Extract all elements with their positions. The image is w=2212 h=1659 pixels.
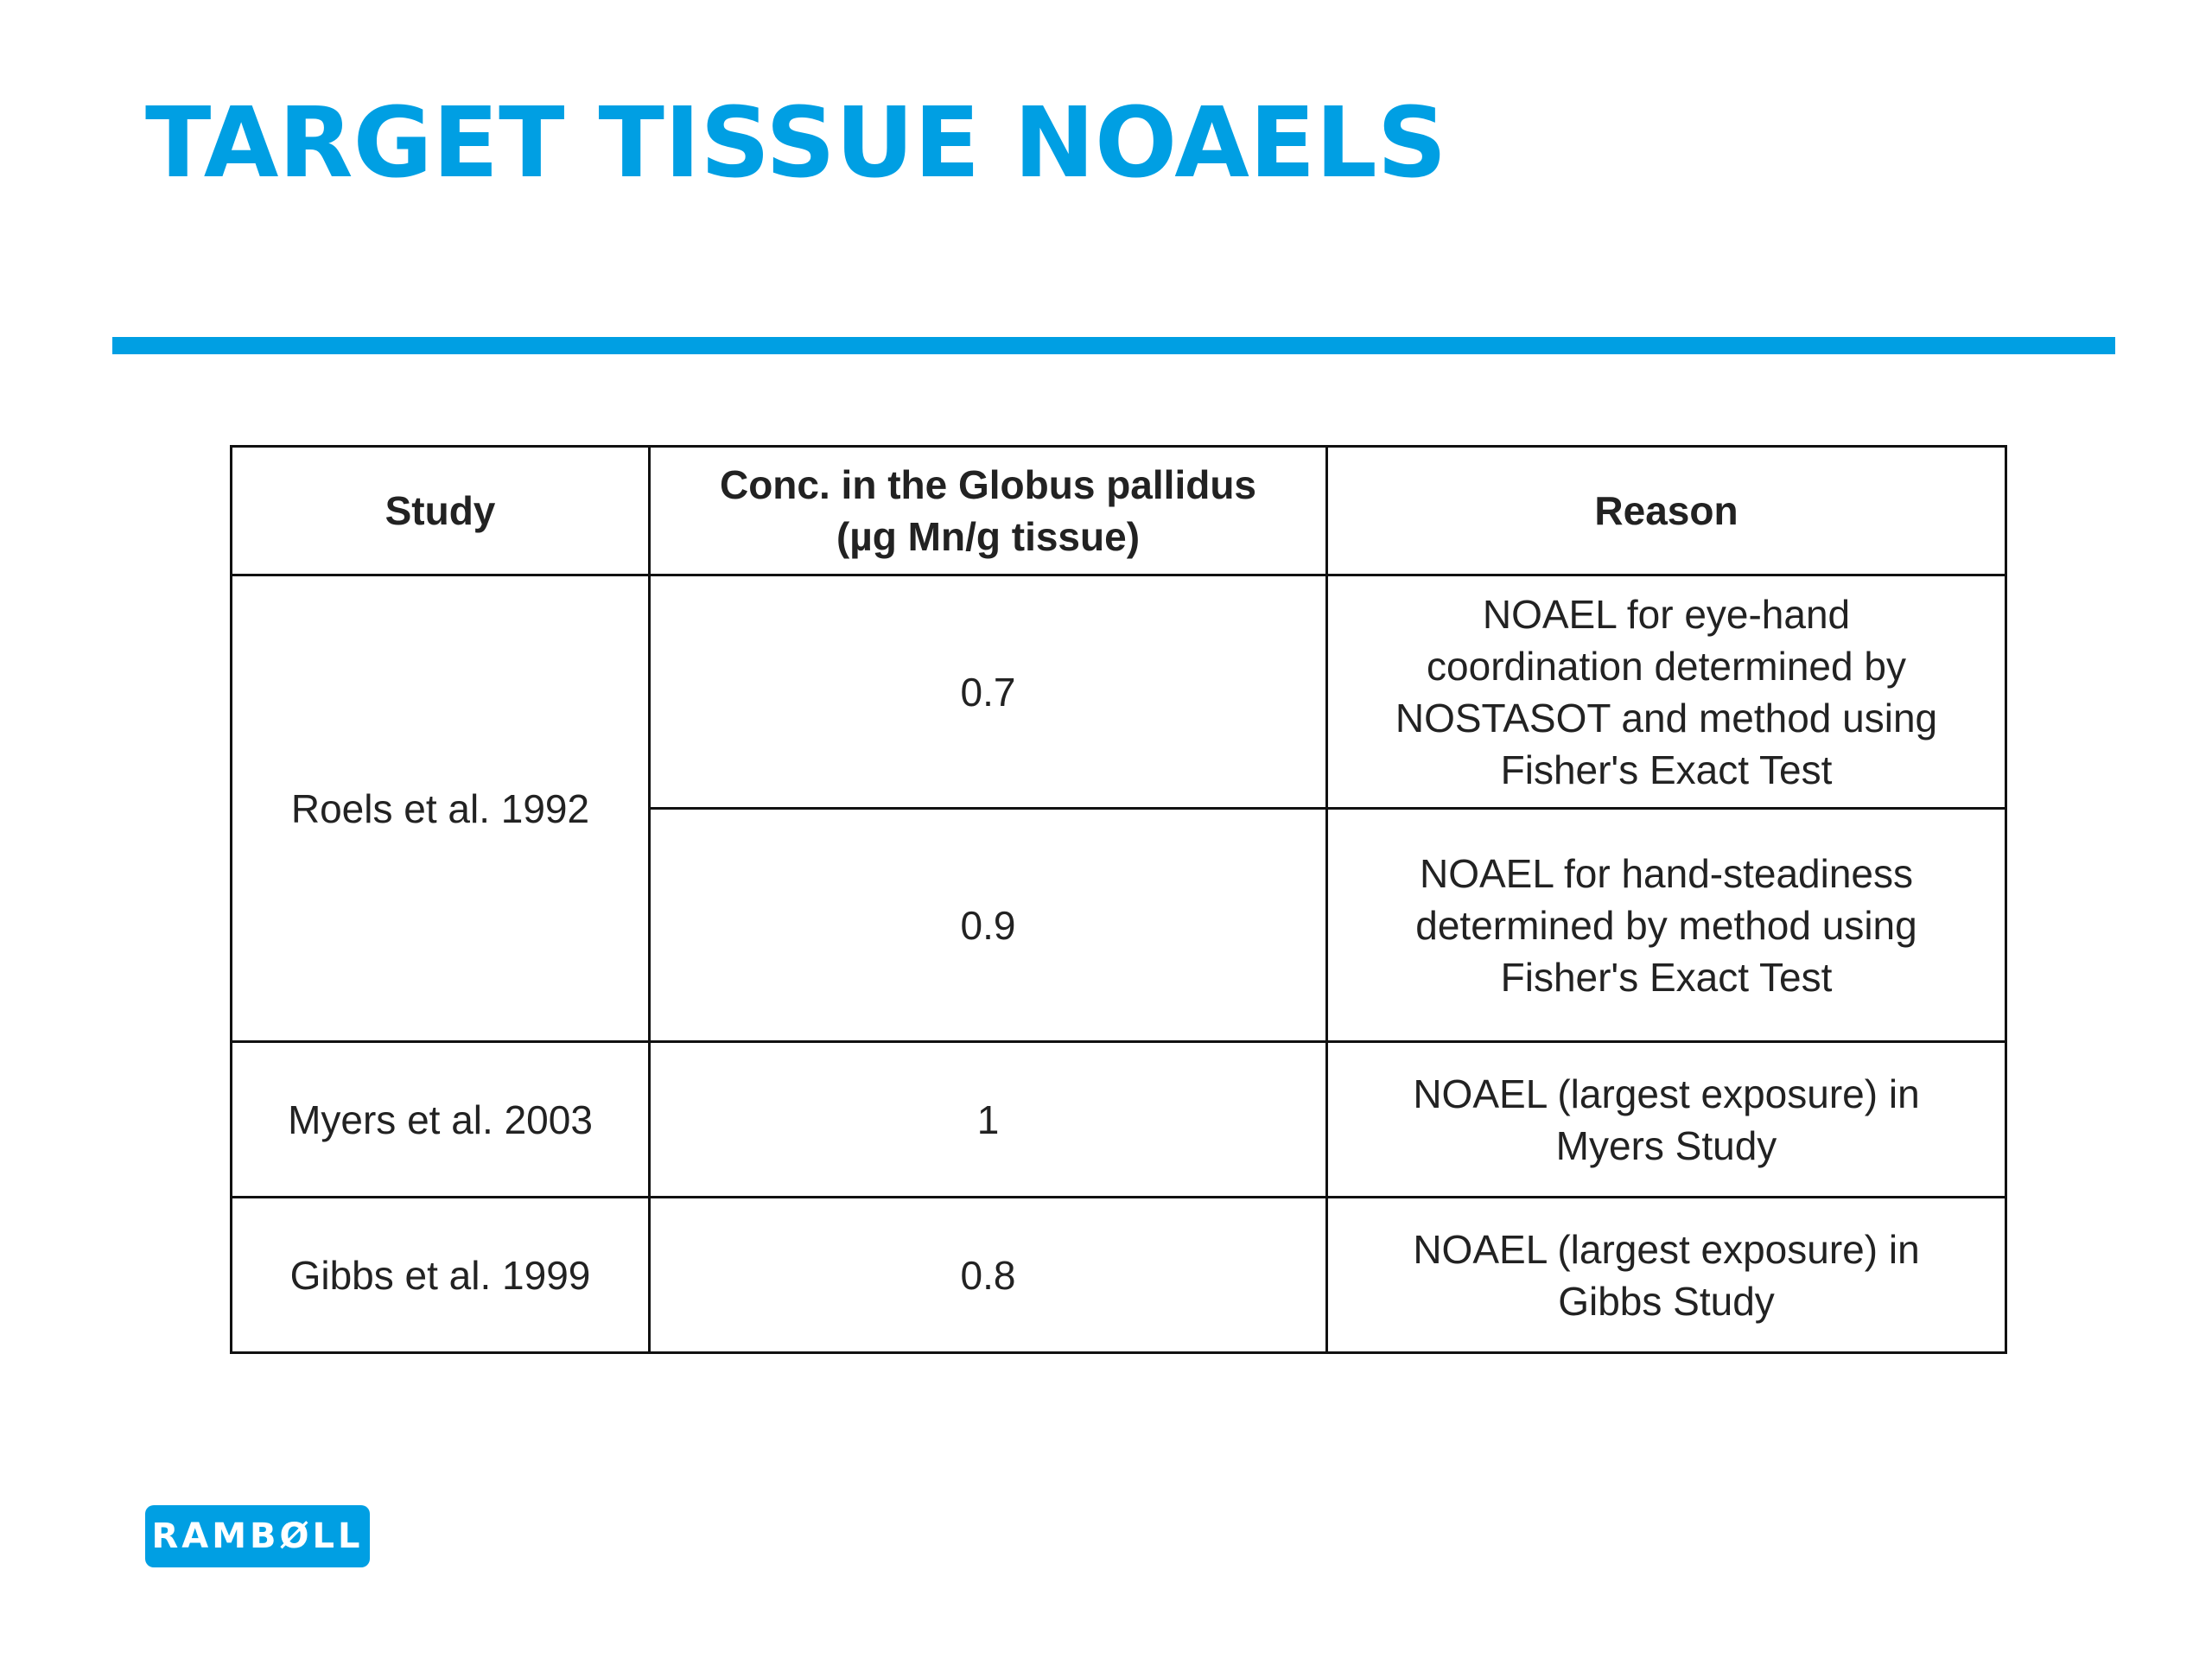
table-row: Gibbs et al. 1999 0.8 NOAEL (largest exp… <box>230 1196 2007 1354</box>
table-row: 0.9 NOAEL for hand-steadiness determined… <box>232 807 2007 1043</box>
slide-title: TARGET TISSUE NOAELS <box>145 87 1447 200</box>
reason-cell: NOAEL (largest exposure) in Myers Study <box>1325 1040 2007 1198</box>
header-reason: Reason <box>1325 445 2007 576</box>
header-concentration: Conc. in the Globus pallidus (µg Mn/g ti… <box>648 445 1328 576</box>
header-study: Study <box>230 445 651 576</box>
reason-line: NOSTASOT and method using <box>1395 695 1938 741</box>
reason-line: Myers Study <box>1555 1122 1777 1168</box>
logo-text: RAMBØLL <box>151 1516 364 1556</box>
reason-line: Fisher's Exact Test <box>1500 954 1833 1000</box>
reason-line: coordination determined by <box>1427 643 1906 689</box>
header-concentration-line: Conc. in the Globus pallidus <box>719 462 1257 507</box>
reason-cell: NOAEL for hand-steadiness determined by … <box>1325 807 2007 1043</box>
header-concentration-unit: (µg Mn/g tissue) <box>836 514 1141 559</box>
reason-line: NOAEL (largest exposure) in <box>1413 1226 1920 1272</box>
concentration-cell: 0.9 <box>648 807 1328 1043</box>
reason-line: Fisher's Exact Test <box>1500 747 1833 792</box>
reason-line: NOAEL (largest exposure) in <box>1413 1071 1920 1116</box>
ramboll-logo: RAMBØLL <box>145 1505 370 1567</box>
reason-line: NOAEL for hand-steadiness <box>1419 850 1914 896</box>
noael-table: Study Conc. in the Globus pallidus (µg M… <box>230 445 2007 1354</box>
study-cell: Roels et al. 1992 <box>230 574 651 1043</box>
table-header-row: Study Conc. in the Globus pallidus (µg M… <box>230 445 2007 576</box>
reason-cell: NOAEL (largest exposure) in Gibbs Study <box>1325 1196 2007 1354</box>
concentration-cell: 0.8 <box>648 1196 1328 1354</box>
concentration-cell: 1 <box>648 1040 1328 1198</box>
table-row: Myers et al. 2003 1 NOAEL (largest expos… <box>230 1040 2007 1198</box>
reason-cell: NOAEL for eye-hand coordination determin… <box>1325 574 2007 810</box>
reason-line: Gibbs Study <box>1558 1278 1775 1324</box>
reason-line: NOAEL for eye-hand <box>1482 591 1851 637</box>
reason-line: determined by method using <box>1415 902 1917 948</box>
table-row: Roels et al. 1992 0.7 NOAEL for eye-hand… <box>230 574 2007 1043</box>
study-cell: Myers et al. 2003 <box>230 1040 651 1198</box>
study-cell: Gibbs et al. 1999 <box>230 1196 651 1354</box>
concentration-cell: 0.7 <box>648 574 1328 810</box>
title-divider <box>112 337 2115 354</box>
